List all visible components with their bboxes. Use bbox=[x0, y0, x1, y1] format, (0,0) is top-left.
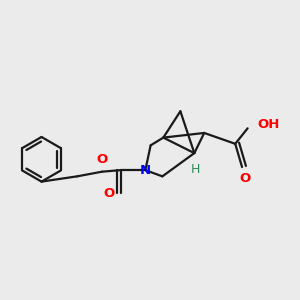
Text: O: O bbox=[239, 172, 251, 185]
Text: O: O bbox=[103, 187, 114, 200]
Text: N: N bbox=[140, 164, 151, 177]
Text: OH: OH bbox=[257, 118, 279, 131]
Text: H: H bbox=[191, 163, 201, 176]
Text: O: O bbox=[96, 153, 108, 166]
